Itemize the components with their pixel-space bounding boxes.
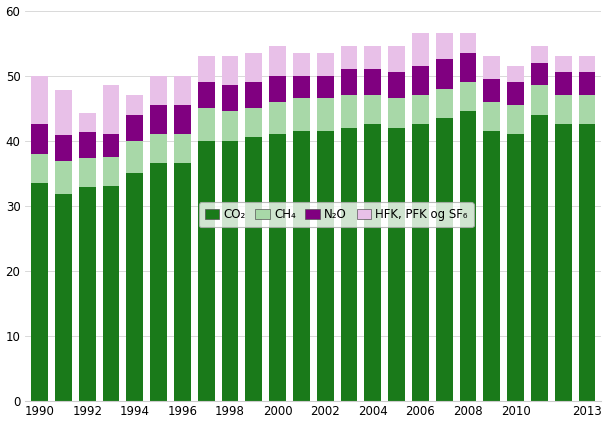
Bar [221, 56, 239, 85]
Bar [531, 114, 548, 401]
Bar [412, 66, 429, 95]
Bar [79, 158, 96, 187]
Bar [198, 108, 215, 141]
Bar [579, 95, 595, 124]
Bar [508, 82, 524, 105]
Bar [269, 46, 286, 75]
Bar [150, 105, 167, 134]
Bar [436, 118, 453, 401]
Bar [245, 82, 262, 108]
Bar [484, 56, 500, 79]
Bar [221, 85, 239, 112]
Bar [79, 113, 96, 132]
Bar [269, 75, 286, 102]
Bar [484, 102, 500, 131]
Bar [55, 90, 72, 135]
Bar [174, 105, 191, 134]
Bar [126, 114, 143, 141]
Bar [364, 46, 381, 69]
Bar [340, 69, 357, 95]
Bar [150, 134, 167, 163]
Bar [293, 98, 310, 131]
Bar [55, 135, 72, 162]
Bar [364, 124, 381, 401]
Bar [31, 75, 48, 124]
Bar [126, 141, 143, 173]
Bar [484, 79, 500, 102]
Bar [221, 141, 239, 401]
Bar [174, 163, 191, 401]
Bar [31, 124, 48, 153]
Bar [79, 132, 96, 158]
Bar [531, 85, 548, 114]
Bar [102, 134, 120, 157]
Bar [150, 75, 167, 105]
Bar [245, 53, 262, 82]
Bar [508, 105, 524, 134]
Bar [31, 153, 48, 183]
Bar [579, 56, 595, 73]
Bar [126, 173, 143, 401]
Bar [412, 33, 429, 66]
Bar [389, 46, 405, 73]
Bar [436, 59, 453, 89]
Bar [364, 69, 381, 95]
Bar [317, 131, 334, 401]
Bar [340, 46, 357, 69]
Bar [31, 183, 48, 401]
Bar [55, 162, 72, 194]
Bar [389, 98, 405, 128]
Bar [508, 134, 524, 401]
Bar [436, 33, 453, 59]
Bar [198, 141, 215, 401]
Bar [293, 75, 310, 98]
Bar [340, 128, 357, 401]
Bar [579, 73, 595, 95]
Bar [317, 98, 334, 131]
Bar [579, 124, 595, 401]
Bar [79, 187, 96, 401]
Bar [174, 134, 191, 163]
Bar [340, 95, 357, 128]
Bar [531, 46, 548, 63]
Bar [102, 186, 120, 401]
Bar [460, 33, 476, 53]
Bar [460, 82, 476, 112]
Bar [484, 131, 500, 401]
Bar [269, 134, 286, 401]
Bar [198, 82, 215, 108]
Bar [221, 112, 239, 141]
Bar [412, 124, 429, 401]
Bar [555, 124, 572, 401]
Bar [531, 63, 548, 85]
Bar [293, 53, 310, 75]
Bar [198, 56, 215, 82]
Bar [293, 131, 310, 401]
Bar [102, 157, 120, 186]
Bar [55, 194, 72, 401]
Bar [364, 95, 381, 124]
Bar [317, 75, 334, 98]
Bar [555, 95, 572, 124]
Bar [102, 85, 120, 134]
Legend: CO₂, CH₄, N₂O, HFK, PFK og SF₆: CO₂, CH₄, N₂O, HFK, PFK og SF₆ [199, 202, 474, 227]
Bar [150, 163, 167, 401]
Bar [269, 102, 286, 134]
Bar [555, 73, 572, 95]
Bar [245, 108, 262, 137]
Bar [460, 112, 476, 401]
Bar [412, 95, 429, 124]
Bar [508, 66, 524, 82]
Bar [555, 56, 572, 73]
Bar [389, 73, 405, 98]
Bar [317, 53, 334, 75]
Bar [126, 95, 143, 114]
Bar [245, 137, 262, 401]
Bar [460, 53, 476, 82]
Bar [174, 75, 191, 105]
Bar [436, 89, 453, 118]
Bar [389, 128, 405, 401]
